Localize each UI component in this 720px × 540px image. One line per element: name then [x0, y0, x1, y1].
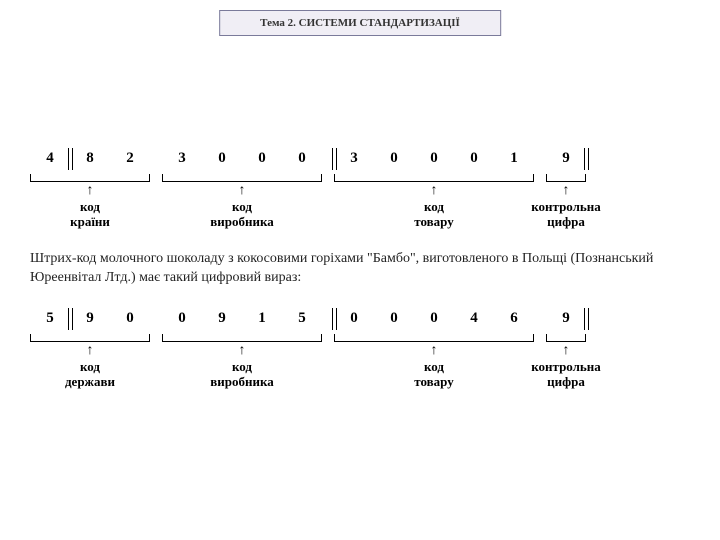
bracket-icon: [30, 334, 150, 342]
digit: 0: [162, 310, 202, 327]
bracket-icon: [30, 174, 150, 182]
digit: 0: [202, 150, 242, 167]
barcode-group: ↑ кодвиробника: [162, 174, 322, 230]
digit: 0: [454, 150, 494, 167]
digit: 0: [334, 310, 374, 327]
bracket-icon: [334, 334, 534, 342]
digit: 5: [282, 310, 322, 327]
digit: 0: [282, 150, 322, 167]
arrow-up-icon: ↑: [87, 344, 94, 358]
digit: 0: [374, 150, 414, 167]
barcode-group: ↑ кодвиробника: [162, 334, 322, 390]
gap: [150, 334, 162, 390]
gap: [322, 334, 334, 390]
gap: [150, 174, 162, 230]
digit: 3: [162, 150, 202, 167]
digit: 0: [242, 150, 282, 167]
digit: 0: [110, 310, 150, 327]
group-label: контрольнацифра: [531, 360, 601, 390]
digit: 9: [546, 310, 586, 327]
barcode-group: ↑контрольнацифра: [546, 334, 586, 390]
barcode-1: 4823000300019 ↑кодкраїни↑кодвиробника↑ко…: [30, 150, 690, 230]
group-label: кодкраїни: [70, 200, 110, 230]
group-label: кодтовару: [414, 360, 453, 390]
arrow-up-icon: ↑: [563, 184, 570, 198]
bracket-icon: [334, 174, 534, 182]
bracket-icon: [546, 334, 586, 342]
barcode-2: 5900915000469 ↑коддержави↑кодвиробника↑к…: [30, 310, 690, 390]
gap: [322, 174, 334, 230]
digit: 0: [374, 310, 414, 327]
arrow-up-icon: ↑: [87, 184, 94, 198]
barcode-2-groups: ↑коддержави↑кодвиробника↑кодтовару↑контр…: [30, 334, 690, 390]
barcode-group: ↑ коддержави: [30, 334, 150, 390]
group-label: коддержави: [65, 360, 115, 390]
digit: 8: [70, 150, 110, 167]
arrow-up-icon: ↑: [431, 344, 438, 358]
bracket-icon: [162, 174, 322, 182]
bracket-icon: [546, 174, 586, 182]
arrow-up-icon: ↑: [239, 344, 246, 358]
group-label: кодвиробника: [210, 200, 274, 230]
digit: 4: [454, 310, 494, 327]
digit: 5: [30, 310, 70, 327]
barcode-group: ↑ кодтовару: [334, 334, 534, 390]
diagram-area: 4823000300019 ↑кодкраїни↑кодвиробника↑ко…: [30, 150, 690, 410]
group-label: кодтовару: [414, 200, 453, 230]
barcode-group: ↑контрольнацифра: [546, 174, 586, 230]
arrow-up-icon: ↑: [239, 184, 246, 198]
digit: 1: [494, 150, 534, 167]
header-title: Тема 2. СИСТЕМИ СТАНДАРТИЗАЦІЇ: [219, 10, 501, 36]
digit: 0: [414, 150, 454, 167]
group-label: кодвиробника: [210, 360, 274, 390]
digit: 6: [494, 310, 534, 327]
bracket-icon: [162, 334, 322, 342]
barcode-group: ↑ кодкраїни: [30, 174, 150, 230]
group-label: контрольнацифра: [531, 200, 601, 230]
arrow-up-icon: ↑: [563, 344, 570, 358]
digit: 9: [546, 150, 586, 167]
digit: 4: [30, 150, 70, 167]
barcode-group: ↑ кодтовару: [334, 174, 534, 230]
digit: 3: [334, 150, 374, 167]
digit: 2: [110, 150, 150, 167]
digit: 9: [70, 310, 110, 327]
digit: 0: [414, 310, 454, 327]
arrow-up-icon: ↑: [431, 184, 438, 198]
digit: 1: [242, 310, 282, 327]
digit: 9: [202, 310, 242, 327]
caption-text: Штрих-код молочного шоколаду з кокосовим…: [30, 250, 690, 288]
barcode-1-groups: ↑кодкраїни↑кодвиробника↑кодтовару↑контро…: [30, 174, 690, 230]
